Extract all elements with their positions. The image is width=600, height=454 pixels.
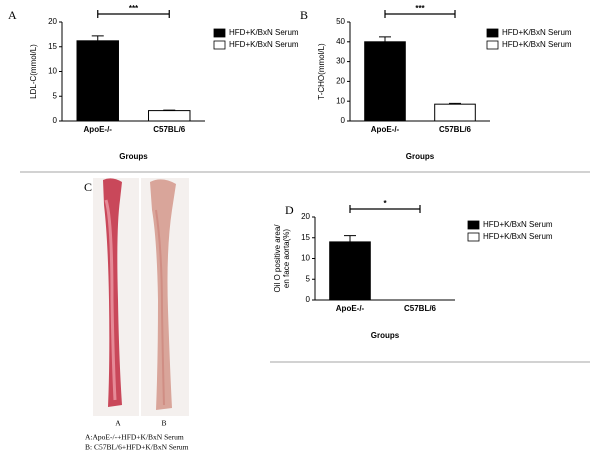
- significance: *: [383, 199, 387, 208]
- error-bar: [344, 235, 356, 242]
- significance-bracket: [384, 10, 456, 18]
- error-bar: [449, 102, 461, 105]
- y-tick-label: 0: [341, 116, 346, 125]
- y-axis-label: Oil O positive area/: [273, 224, 282, 293]
- y-tick-label: 20: [48, 17, 57, 26]
- legend-swatch: [467, 232, 480, 242]
- error-bar: [91, 35, 104, 41]
- legend-swatch: [486, 28, 499, 38]
- x-tick-label: ApoE-/-: [84, 125, 113, 134]
- x-axis-label: Groups: [119, 152, 148, 161]
- y-tick-label: 30: [336, 57, 345, 66]
- significance-bracket: [97, 10, 170, 18]
- bar: [148, 110, 191, 122]
- x-tick-label: C57BL/6: [439, 125, 472, 134]
- aorta-photo: [93, 178, 189, 416]
- bar: [329, 241, 371, 301]
- panel-letter: B: [300, 8, 308, 22]
- significance: ***: [415, 4, 425, 13]
- bar: [364, 41, 406, 122]
- y-tick-label: 50: [336, 17, 345, 26]
- y-tick-label: 10: [301, 254, 310, 263]
- y-axis-label: T-CHO(mmol/L): [317, 43, 326, 100]
- y-tick-label: 10: [48, 67, 57, 76]
- y-tick-label: 15: [48, 42, 57, 51]
- y-tick-label: 20: [301, 212, 310, 221]
- legend-swatch: [213, 28, 226, 38]
- legend-label: HFD+K/BxN Serum: [229, 40, 299, 49]
- significance: ***: [129, 4, 139, 13]
- y-tick-label: 20: [336, 77, 345, 86]
- legend-label: HFD+K/BxN Serum: [502, 28, 572, 37]
- legend-swatch: [486, 40, 499, 50]
- bar: [434, 103, 476, 122]
- legend-swatch: [467, 220, 480, 230]
- significance-bracket: [349, 205, 421, 213]
- y-tick-label: 5: [306, 274, 311, 283]
- photo-label: A: [115, 419, 121, 428]
- x-tick-label: C57BL/6: [404, 304, 437, 313]
- panel-letter: C: [84, 180, 92, 194]
- y-axis-label: en face aorta(%): [282, 229, 291, 288]
- y-tick-label: 10: [336, 96, 345, 105]
- legend-label: HFD+K/BxN Serum: [483, 232, 553, 241]
- legend-label: HFD+K/BxN Serum: [502, 40, 572, 49]
- photo-label: B: [161, 419, 166, 428]
- legend-label: HFD+K/BxN Serum: [229, 28, 299, 37]
- x-axis-label: Groups: [406, 152, 435, 161]
- legend-label: HFD+K/BxN Serum: [483, 220, 553, 229]
- bar: [76, 40, 119, 122]
- caption: A:ApoE-/-+HFD+K/BxN Serum: [85, 433, 184, 442]
- x-tick-label: ApoE-/-: [336, 304, 365, 313]
- x-tick-label: C57BL/6: [153, 125, 186, 134]
- y-tick-label: 40: [336, 37, 345, 46]
- panel-letter: A: [8, 8, 17, 22]
- error-bar: [379, 36, 391, 42]
- y-tick-label: 5: [53, 91, 58, 100]
- y-tick-label: 0: [306, 295, 311, 304]
- x-tick-label: ApoE-/-: [371, 125, 400, 134]
- y-tick-label: 15: [301, 233, 310, 242]
- legend-swatch: [213, 40, 226, 50]
- y-tick-label: 0: [53, 116, 58, 125]
- panel-letter: D: [285, 203, 294, 217]
- x-axis-label: Groups: [371, 331, 400, 340]
- caption: B: C57BL/6+HFD+K/BxN Serum: [85, 443, 189, 452]
- y-axis-label: LDL-C(mmol/L): [29, 44, 38, 99]
